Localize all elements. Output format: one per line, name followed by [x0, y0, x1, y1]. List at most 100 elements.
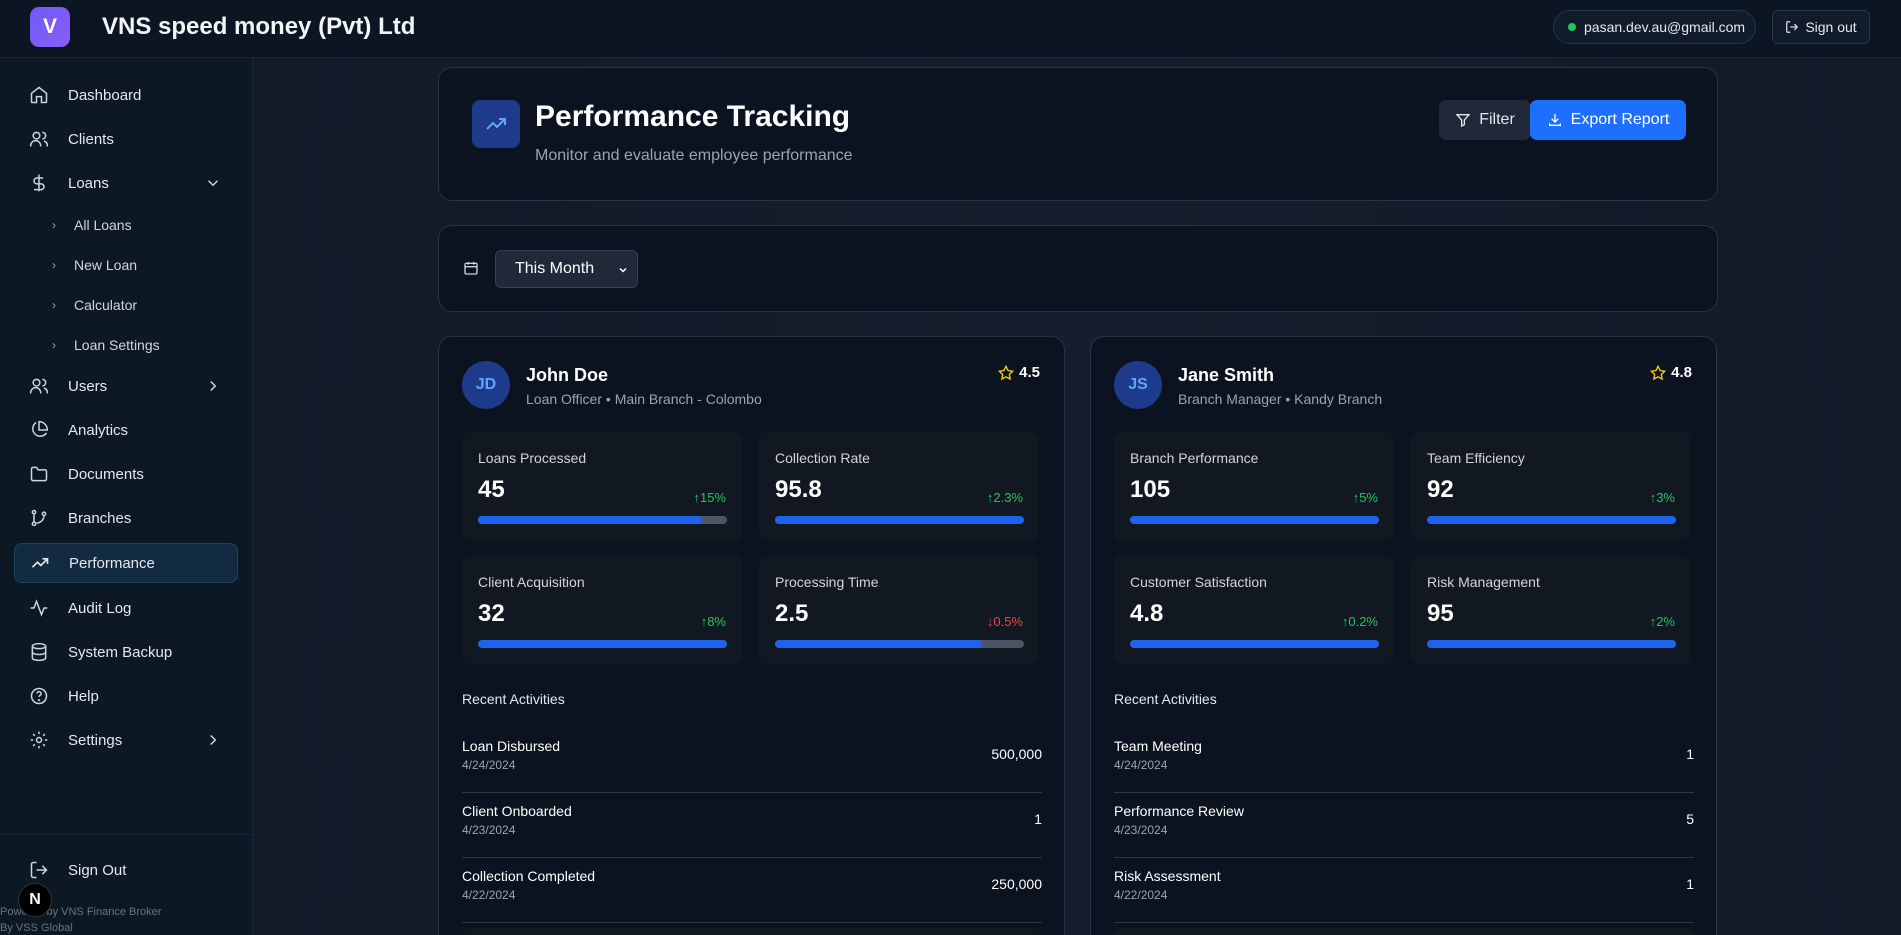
metric-progress-fill — [1130, 516, 1379, 524]
activity-date: 4/23/2024 — [1114, 823, 1168, 837]
metric-label: Risk Management — [1427, 574, 1540, 590]
metric-progress-track — [478, 516, 727, 524]
pie-chart-icon — [28, 419, 50, 441]
period-filter-panel: This Month — [438, 225, 1718, 312]
sidebar-item-performance[interactable]: Performance — [14, 543, 238, 583]
sidebar-item-dashboard[interactable]: Dashboard — [14, 75, 238, 115]
activity-name: Risk Assessment — [1114, 868, 1221, 884]
avatar: JS — [1114, 361, 1162, 409]
chevron-right-icon: › — [52, 338, 56, 352]
activity-row: Risk Assessment 4/22/2024 1 — [1114, 858, 1694, 923]
sidebar-item-label: Performance — [69, 554, 155, 572]
metric-value: 4.8 — [1130, 600, 1164, 627]
employee-card-john-doe: JD John Doe Loan Officer • Main Branch -… — [438, 336, 1065, 935]
activity-row: Collection Completed 4/22/2024 250,000 — [462, 858, 1042, 923]
sidebar-item-analytics[interactable]: Analytics — [14, 410, 238, 450]
sidebar-subitem-loan-settings[interactable]: › Loan Settings — [52, 332, 160, 358]
chevron-right-icon — [210, 380, 217, 392]
recent-activities-title: Recent Activities — [462, 691, 565, 707]
metric-progress-track — [775, 516, 1024, 524]
metric-label: Customer Satisfaction — [1130, 574, 1267, 590]
metric-value: 95 — [1427, 600, 1454, 627]
activity-date: 4/22/2024 — [462, 888, 516, 902]
metric-value: 2.5 — [775, 600, 809, 627]
metric-progress-fill — [1427, 516, 1676, 524]
page-title: Performance Tracking — [535, 100, 851, 133]
chevron-right-icon: › — [52, 218, 56, 232]
framework-badge[interactable]: N — [18, 883, 52, 917]
sidebar-item-loans[interactable]: Loans — [14, 163, 238, 203]
download-icon — [1548, 114, 1561, 126]
activity-value: 250,000 — [991, 876, 1042, 892]
sidebar-item-clients[interactable]: Clients — [14, 119, 238, 159]
metric-trend: ↓0.5% — [986, 614, 1023, 629]
users-icon — [28, 375, 50, 397]
metric-trend: ↑2.3% — [986, 490, 1023, 505]
metric-card: Collection Rate 95.8 ↑2.3% — [759, 432, 1039, 540]
star-icon — [1650, 364, 1667, 380]
sidebar-item-system-backup[interactable]: System Backup — [14, 632, 238, 672]
sidebar-item-users[interactable]: Users — [14, 366, 238, 406]
metric-progress-track — [775, 640, 1024, 648]
filter-button[interactable]: Filter — [1439, 100, 1531, 140]
card-bottom-section — [462, 928, 1042, 935]
app-title: VNS speed money (Pvt) Ltd — [102, 13, 416, 40]
activity-row: Performance Review 4/23/2024 5 — [1114, 793, 1694, 858]
git-branch-icon — [28, 507, 50, 529]
user-email: pasan.dev.au@gmail.com — [1584, 19, 1746, 35]
app-logo: V — [30, 7, 70, 47]
sidebar-item-settings[interactable]: Settings — [14, 720, 238, 760]
metric-progress-track — [1130, 516, 1379, 524]
metric-trend: ↑8% — [700, 614, 726, 629]
activity-row: Loan Disbursed 4/24/2024 500,000 — [462, 728, 1042, 793]
metric-label: Collection Rate — [775, 450, 870, 466]
sidebar-subitem-all-loans[interactable]: › All Loans — [52, 212, 132, 238]
metric-label: Loans Processed — [478, 450, 587, 466]
metric-value: 45 — [478, 476, 505, 503]
top-signout-label: Sign out — [1805, 19, 1857, 35]
footer-by-vss: By VSS Global — [0, 922, 73, 934]
metric-value: 95.8 — [775, 476, 822, 503]
metric-progress-fill — [1427, 640, 1676, 648]
period-select[interactable]: This Month — [495, 250, 638, 288]
metric-label: Processing Time — [775, 574, 879, 590]
metric-progress-fill — [1130, 640, 1379, 648]
subitem-label: Loan Settings — [74, 337, 160, 353]
employee-role: Loan Officer • Main Branch - Colombo — [526, 391, 762, 407]
sidebar-item-label: Documents — [68, 465, 144, 483]
sidebar-subitem-calculator[interactable]: › Calculator — [52, 292, 137, 318]
activity-row: Team Meeting 4/24/2024 1 — [1114, 728, 1694, 793]
metric-progress-track — [478, 640, 727, 648]
top-signout-button[interactable]: Sign out — [1772, 10, 1870, 44]
user-email-pill[interactable]: pasan.dev.au@gmail.com — [1553, 10, 1756, 44]
rating-value: 4.5 — [1019, 364, 1040, 381]
chevron-right-icon: › — [52, 298, 56, 312]
activity-date: 4/24/2024 — [1114, 758, 1168, 772]
avatar: JD — [462, 361, 510, 409]
employee-name: John Doe — [526, 365, 609, 385]
metric-card: Customer Satisfaction 4.8 ↑0.2% — [1114, 556, 1394, 664]
metric-progress-fill — [775, 640, 982, 648]
export-report-button[interactable]: Export Report — [1530, 100, 1686, 140]
sidebar-subitem-new-loan[interactable]: › New Loan — [52, 252, 137, 278]
activity-date: 4/24/2024 — [462, 758, 516, 772]
help-circle-icon — [28, 685, 50, 707]
metric-value: 105 — [1130, 476, 1171, 503]
sidebar-item-label: Analytics — [68, 421, 129, 439]
metric-card: Branch Performance 105 ↑5% — [1114, 432, 1394, 540]
sidebar: Dashboard Clients Loans › All Loans › New … — [0, 58, 253, 935]
metric-label: Branch Performance — [1130, 450, 1259, 466]
sidebar-item-help[interactable]: Help — [14, 676, 238, 716]
sidebar-item-branches[interactable]: Branches — [14, 498, 238, 538]
metric-label: Team Efficiency — [1427, 450, 1525, 466]
metric-label: Client Acquisition — [478, 574, 585, 590]
activity-value: 1 — [1034, 811, 1042, 827]
employee-rating: 4.8 — [1650, 364, 1692, 381]
sidebar-divider — [0, 834, 253, 835]
activity-icon — [28, 597, 50, 619]
sidebar-item-documents[interactable]: Documents — [14, 454, 238, 494]
sidebar-item-audit-log[interactable]: Audit Log — [14, 588, 238, 628]
sidebar-item-label: Branches — [68, 509, 132, 527]
sidebar-signout[interactable]: Sign Out — [14, 850, 238, 890]
trending-up-icon — [472, 100, 520, 148]
